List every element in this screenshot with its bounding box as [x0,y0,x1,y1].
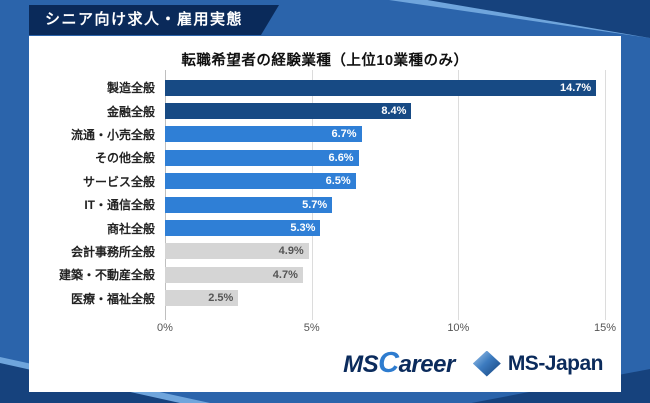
msjapan-logo-text: MS-Japan [507,351,604,375]
category-label: その他全般 [94,151,155,166]
value-label: 6.6% [328,151,354,164]
chart-row: 流通・小売全般 6.7% [29,123,621,146]
value-label: 8.4% [381,105,407,118]
category-label: 商社全般 [106,221,155,236]
chart-row: 建築・不動産全般 4.7% [29,263,621,286]
x-axis: 0% 5% 10% 15% [157,322,616,338]
value-label: 5.7% [302,198,328,211]
value-label: 2.5% [208,292,234,305]
gridline [311,70,313,320]
mscareer-logo-rest: areer [398,351,456,378]
msjapan-diamond-icon [472,350,501,377]
category-label: 建築・不動産全般 [58,268,155,283]
bar: 5.3% [165,220,321,237]
chart-row: 金融全般 8.4% [29,99,621,122]
value-label: 4.9% [278,245,304,258]
mscareer-logo-c: C [378,347,399,379]
bar: 6.5% [165,173,356,190]
mscareer-logo-ms: MS [343,351,379,378]
bar: 5.7% [165,196,333,213]
bar: 4.7% [165,266,303,283]
bar-track: 2.5% [165,290,605,307]
gridline [458,70,460,320]
header-banner: シニア向け求人・雇用実態 [29,5,279,35]
bar-track: 6.5% [165,173,605,190]
x-tick-label: 5% [303,322,320,334]
bar: 8.4% [165,103,412,120]
bar: 4.9% [165,243,309,260]
gridlines [165,70,606,320]
category-label: 製造全般 [106,81,155,96]
gridline [165,70,166,320]
chart-row: 商社全般 5.3% [29,216,621,239]
bar-track: 8.4% [165,103,605,120]
x-tick-label: 0% [157,322,173,334]
category-label: 会計事務所全般 [70,244,155,259]
category-label: 金融全般 [106,104,155,119]
value-label: 14.7% [559,81,592,94]
chart-card: 転職希望者の経験業種（上位10業種のみ） 製造全般 14.7% 金融全般 8.4% 流通… [29,36,621,392]
bar: 6.6% [165,149,359,166]
category-label: 流通・小売全般 [70,127,155,142]
bar-track: 5.7% [165,196,605,213]
footer-logos: MSCareer MS-Japan [343,347,603,380]
chart-rows: 製造全般 14.7% 金融全般 8.4% 流通・小売全般 6.7% その他全般 6.6% サービ… [29,76,621,312]
bar: 2.5% [165,290,239,307]
bar-track: 4.9% [165,243,605,260]
msjapan-logo: MS-Japan [472,350,604,377]
value-label: 4.7% [272,268,298,281]
bar-track: 4.7% [165,266,605,283]
gridline [605,70,606,320]
category-label: 医療・福祉全般 [70,291,155,306]
bar: 6.7% [165,126,362,143]
value-label: 6.5% [325,175,351,188]
bar-track: 6.6% [165,149,605,166]
value-label: 5.3% [290,222,316,235]
bar-track: 6.7% [165,126,605,143]
mscareer-logo: MSCareer [343,347,455,380]
bar-track: 14.7% [165,79,605,96]
decorative-stripe-top-right-dark [427,0,650,38]
x-tick-label: 10% [447,322,470,334]
chart-title: 転職希望者の経験業種（上位10業種のみ） [181,53,469,69]
chart-row: 医療・福祉全般 2.5% [29,287,621,310]
bar: 14.7% [165,79,597,96]
bar-track: 5.3% [165,220,605,237]
chart-row: その他全般 6.6% [29,146,621,169]
chart-row: IT・通信全般 5.7% [29,193,621,216]
x-tick-label: 15% [593,322,617,334]
chart-row: サービス全般 6.5% [29,170,621,193]
chart-row: 会計事務所全般 4.9% [29,240,621,263]
chart-row: 製造全般 14.7% [29,76,621,99]
category-label: サービス全般 [82,174,155,189]
category-label: IT・通信全般 [84,198,155,213]
value-label: 6.7% [331,128,357,141]
banner-title: シニア向け求人・雇用実態 [45,11,244,28]
